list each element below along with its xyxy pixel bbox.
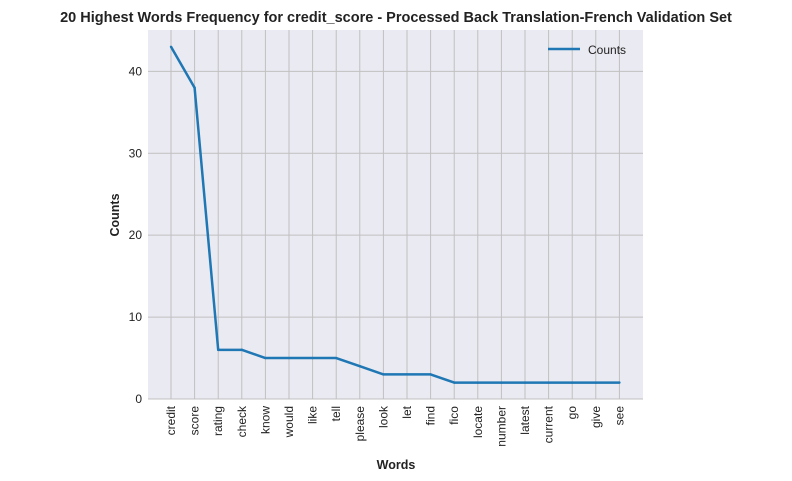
x-tick-label: know [258,406,272,434]
data-point [547,381,550,384]
x-tick-label: let [400,405,414,418]
y-tick-label: 10 [129,310,143,324]
x-tick-label: score [188,406,202,436]
data-point [193,86,196,89]
y-tick-label: 30 [129,146,143,160]
legend-label-counts: Counts [588,43,626,57]
data-point [618,381,621,384]
x-axis-ticks: credit score rating check know would like tell p… [164,405,626,447]
x-axis-label: Words [377,458,416,472]
y-tick-label: 0 [135,392,142,406]
data-point [523,381,527,384]
data-point [287,356,291,360]
x-tick-label: check [235,405,249,437]
x-tick-label: would [282,406,296,438]
x-tick-label: see [612,406,626,426]
data-point [335,356,338,360]
x-tick-label: credit [164,405,178,435]
data-point [311,356,314,360]
legend: Counts [548,43,626,57]
x-tick-label: latest [518,405,532,434]
data-point [405,373,409,376]
x-tick-label: find [424,406,438,425]
data-point [571,381,574,384]
x-tick-label: please [353,406,367,442]
x-tick-label: tell [329,406,343,421]
grid [148,30,643,400]
x-tick-label: number [494,406,508,447]
y-axis-ticks: 0 10 20 30 40 [129,64,143,406]
data-point [453,381,456,384]
x-tick-label: give [589,406,603,428]
x-tick-label: go [565,406,579,420]
data-point [240,348,243,352]
series-layer [169,45,621,384]
data-point [217,348,220,352]
x-tick-label: fico [447,406,461,425]
data-point [429,373,432,376]
data-point [594,381,597,384]
chart-title: 20 Highest Words Frequency for credit_sc… [60,10,732,26]
data-point [169,45,173,48]
x-tick-label: look [376,405,390,428]
y-tick-label: 40 [129,64,143,78]
x-tick-label: rating [211,406,225,436]
data-point [358,365,361,368]
data-point [476,381,479,384]
data-point [382,373,385,376]
plot-area [148,30,643,399]
data-point [264,356,267,360]
data-point [500,381,503,384]
y-tick-label: 20 [129,228,143,242]
x-tick-label: current [542,405,556,443]
x-tick-label: locate [471,406,485,438]
y-axis-label: Counts [108,193,122,236]
x-tick-label: like [306,406,320,424]
series-line-counts [169,46,620,384]
